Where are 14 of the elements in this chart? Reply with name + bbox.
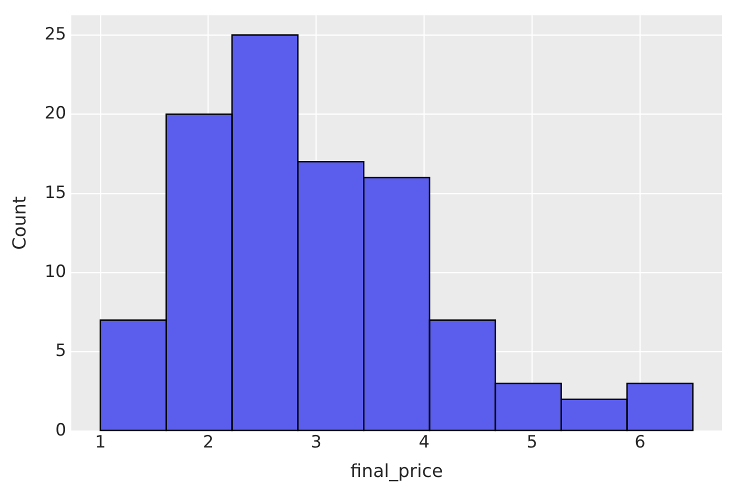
x-tick-label: 1: [94, 432, 106, 453]
x-tick-label: 4: [418, 432, 430, 453]
x-axis-title: final_price: [350, 460, 443, 482]
y-tick-label: 25: [44, 24, 66, 44]
x-tick-label: 2: [202, 432, 214, 453]
y-tick-label: 0: [55, 420, 66, 440]
y-tick-label: 5: [55, 341, 66, 362]
y-axis-title: Count: [9, 196, 30, 250]
x-tick-label: 6: [634, 432, 646, 453]
y-tick-label: 10: [44, 262, 66, 282]
y-tick-label: 15: [44, 182, 66, 203]
y-tick-label: 20: [44, 104, 66, 124]
x-tick-label: 3: [310, 432, 322, 453]
x-tick-label: 5: [526, 432, 538, 453]
